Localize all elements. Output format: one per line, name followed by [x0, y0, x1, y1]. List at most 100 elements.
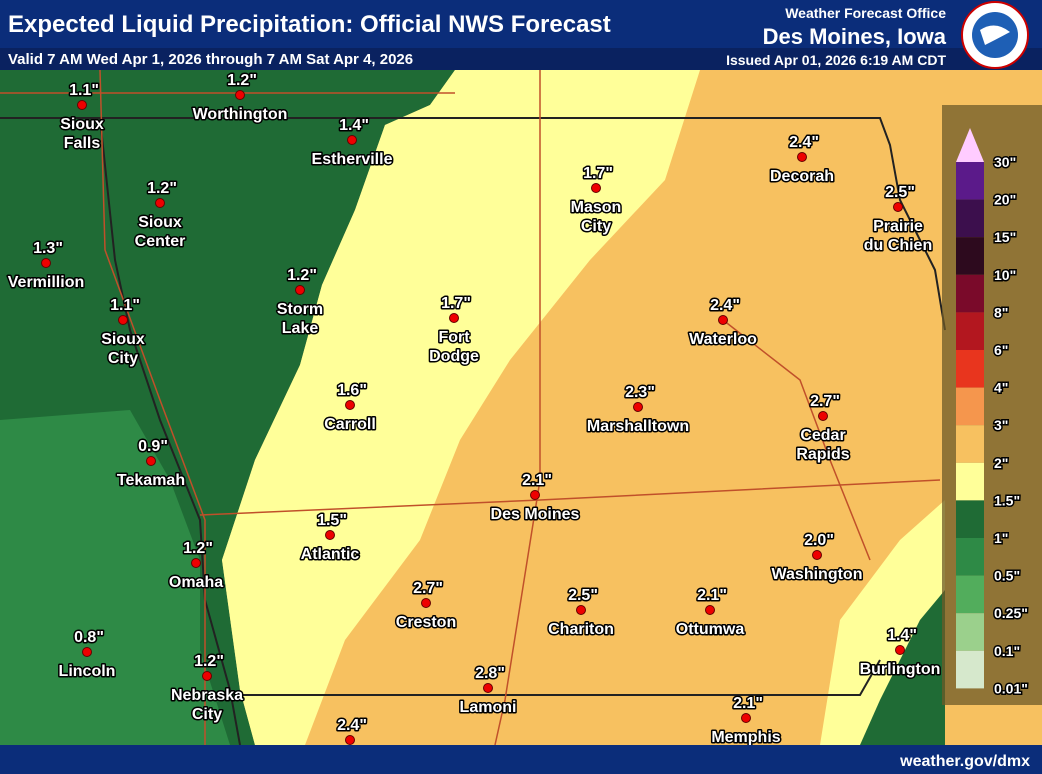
city-amount: 2.4": [337, 717, 367, 734]
legend-label: 1.5": [994, 492, 1020, 508]
city-dot: [893, 202, 903, 212]
city-amount: 1.6": [337, 382, 367, 399]
valid-period: Valid 7 AM Wed Apr 1, 2026 through 7 AM …: [8, 51, 413, 68]
city-dot: [741, 713, 751, 723]
roads: [0, 69, 941, 746]
city-amount: 2.7": [810, 393, 840, 410]
city-name: Vermillion: [8, 274, 84, 291]
city-amount: 2.4": [710, 297, 740, 314]
legend-label: 0.25": [994, 605, 1028, 621]
legend-label: 3": [994, 417, 1008, 433]
city: 2.7" Cedar Rapids: [795, 392, 851, 465]
legend-swatch: [956, 425, 984, 463]
city-amount: 2.3": [625, 384, 655, 401]
city-name: Falls: [64, 135, 101, 152]
city-dot: [421, 598, 431, 608]
cities: 1.1" Sioux Falls 1.2" Worthington 1.4" Estherv…: [6, 71, 942, 748]
legend-label: 30": [994, 154, 1016, 170]
office-name: Des Moines, Iowa: [763, 24, 947, 49]
subheader-bar: [0, 48, 1042, 70]
logo-cloud: [980, 25, 1010, 45]
city-amount: 2.5": [885, 184, 915, 201]
city-name: Storm: [277, 301, 323, 318]
city-name: City: [192, 706, 222, 723]
city-dot: [530, 490, 540, 500]
city-amount: 0.9": [138, 438, 168, 455]
city-dot: [718, 315, 728, 325]
city-dot: [191, 558, 201, 568]
zone-green-east: [860, 590, 945, 745]
legend-swatch: [956, 500, 984, 538]
city-amount: 2.8": [475, 665, 505, 682]
title: Expected Liquid Precipitation: Official …: [8, 11, 611, 38]
city-name: Lake: [282, 320, 319, 337]
city-amount: 1.5": [317, 512, 347, 529]
city-name: Lincoln: [59, 663, 116, 680]
legend-label: 8": [994, 304, 1008, 320]
legend-arrow: [956, 128, 984, 162]
city-amount: 1.2": [194, 653, 224, 670]
city: 1.1" Sioux Falls: [59, 81, 106, 154]
city-name: du Chien: [864, 237, 932, 254]
city-name: Washington: [772, 566, 863, 583]
zone-green-light: [0, 410, 230, 745]
city: 1.7" Mason City: [569, 164, 623, 237]
legend-swatch: [956, 199, 984, 238]
city: 1.4" Burlington: [858, 626, 942, 680]
city: 1.2" Worthington: [191, 71, 289, 125]
city-dot: [295, 285, 305, 295]
city-dot: [202, 671, 212, 681]
city-name: City: [108, 350, 138, 367]
city-name: Waterloo: [689, 331, 757, 348]
city-amount: 2.1": [697, 587, 727, 604]
city: 2.1" Ottumwa: [674, 586, 746, 640]
city-name: Sioux: [101, 331, 145, 348]
city: 2.4": [336, 716, 368, 745]
city-dot: [449, 313, 459, 323]
road: [99, 69, 206, 745]
city-amount: 1.2": [147, 180, 177, 197]
city-dot: [812, 550, 822, 560]
city-name: Ottumwa: [676, 621, 745, 638]
city-amount: 1.2": [287, 267, 317, 284]
city-name: Estherville: [312, 151, 393, 168]
city-dot: [41, 258, 51, 268]
city-amount: 2.1": [522, 472, 552, 489]
city-name: Burlington: [860, 661, 941, 678]
city: 2.1" Des Moines: [489, 471, 581, 525]
city-name: Mason: [571, 199, 622, 216]
city-name: Decorah: [770, 168, 834, 185]
city: 2.5" Prairie du Chien: [862, 183, 933, 256]
city: 1.3" Vermillion: [6, 239, 85, 293]
city-dot: [146, 456, 156, 466]
city: 1.4" Estherville: [310, 116, 394, 170]
legend-swatch: [956, 650, 984, 689]
city-dot: [325, 530, 335, 540]
legend: 30" 20" 15" 10" 8" 6" 4" 3" 2" 1.5" 1" 0.5" 0.25" 0.1…: [956, 128, 1029, 698]
legend-swatch: [956, 312, 984, 350]
city-amount: 1.7": [583, 165, 613, 182]
city: 2.7" Creston: [394, 579, 457, 633]
city: 1.7" Fort Dodge: [428, 294, 481, 367]
city-dot: [797, 152, 807, 162]
city: 2.4" Waterloo: [688, 296, 759, 350]
legend-swatch: [956, 613, 984, 651]
city-name: Carroll: [324, 416, 376, 433]
city-name: Chariton: [548, 621, 614, 638]
legend-swatch: [956, 274, 984, 313]
city-amount: 1.3": [33, 240, 63, 257]
city-dot: [895, 645, 905, 655]
city: 2.5" Chariton: [547, 586, 616, 640]
legend-label: 4": [994, 380, 1008, 396]
city-name: Marshalltown: [587, 418, 689, 435]
city-amount: 2.5": [568, 587, 598, 604]
city-amount: 1.2": [227, 72, 257, 89]
road: [199, 479, 941, 516]
legend-swatch: [956, 538, 984, 576]
city-dot: [82, 647, 92, 657]
legend-label: 0.01": [994, 680, 1028, 696]
city: 0.9" Tekamah: [115, 437, 186, 491]
city-amount: 1.1": [69, 82, 99, 99]
city-name: Omaha: [169, 574, 223, 591]
